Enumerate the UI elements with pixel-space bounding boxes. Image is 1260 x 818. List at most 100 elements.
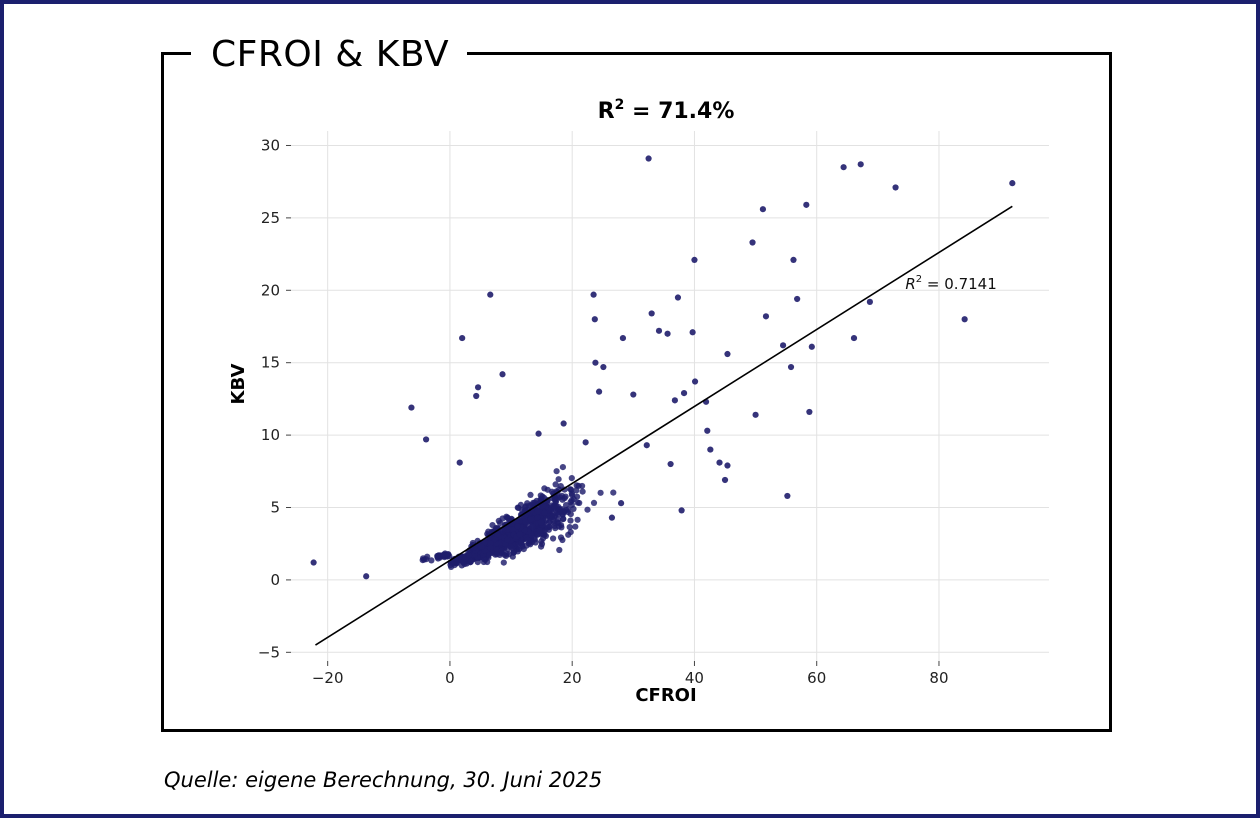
y-tick-label: 30	[261, 136, 280, 154]
data-point	[527, 516, 534, 523]
x-tick-label: 40	[685, 669, 704, 687]
data-point	[645, 155, 652, 162]
data-point	[538, 543, 545, 550]
data-point	[721, 476, 729, 484]
data-point	[485, 551, 492, 558]
data-point	[559, 496, 566, 503]
data-point	[691, 256, 698, 263]
data-point	[557, 534, 565, 541]
data-point	[493, 551, 500, 558]
data-point	[552, 481, 559, 488]
y-tick-label: 10	[261, 426, 280, 444]
data-point	[481, 556, 488, 563]
data-point	[489, 522, 496, 529]
data-point	[568, 475, 575, 482]
data-point	[803, 201, 810, 208]
data-point	[762, 313, 770, 320]
data-point	[481, 539, 488, 546]
data-point	[691, 378, 699, 385]
data-point	[573, 487, 580, 494]
data-point	[440, 551, 447, 558]
source-caption: Quelle: eigene Berechnung, 30. Juni 2025	[164, 768, 603, 792]
y-tick-label: 20	[261, 281, 280, 299]
data-point	[363, 573, 370, 580]
data-point	[806, 408, 813, 416]
data-point	[582, 439, 589, 446]
y-tick-label: 25	[261, 209, 280, 227]
data-point	[794, 295, 801, 303]
y-ticks: −5 0 5 10 15 20 25 30	[258, 136, 291, 661]
data-point	[592, 359, 599, 366]
data-point	[474, 559, 481, 566]
data-point	[456, 459, 463, 466]
data-point	[534, 514, 541, 521]
data-point	[540, 502, 547, 509]
data-point	[664, 330, 671, 337]
x-tick-label: 20	[563, 669, 582, 687]
r-squared-annotation: R2 = 0.7141	[905, 274, 996, 293]
data-point	[568, 501, 575, 508]
data-point	[485, 528, 492, 535]
data-point	[539, 493, 546, 500]
data-point	[535, 430, 542, 437]
data-point	[560, 515, 567, 522]
data-point	[526, 502, 533, 509]
data-point	[568, 486, 575, 493]
data-point	[574, 516, 581, 523]
data-point	[1009, 180, 1016, 187]
data-point	[465, 552, 473, 559]
data-point	[487, 544, 494, 552]
data-point	[704, 427, 711, 434]
x-tick-label: −20	[312, 669, 344, 687]
data-point	[573, 482, 580, 489]
x-ticks: −20 0 20 40 60 80	[312, 661, 949, 687]
y-tick-label: −5	[258, 643, 280, 661]
data-point	[518, 540, 525, 547]
data-point	[459, 334, 466, 342]
data-point	[724, 462, 731, 469]
data-point	[619, 334, 627, 342]
data-point	[568, 497, 575, 504]
data-point	[655, 327, 663, 334]
data-point	[600, 363, 607, 371]
data-point	[550, 535, 557, 542]
data-point	[559, 464, 567, 471]
data-point	[478, 543, 485, 550]
x-tick-label: 80	[929, 669, 948, 687]
data-point	[560, 420, 567, 427]
data-point	[524, 536, 531, 544]
data-point	[749, 239, 756, 246]
data-point	[584, 506, 591, 513]
plot-background	[211, 86, 1056, 718]
grid-lines	[291, 131, 1049, 661]
data-point	[541, 509, 548, 516]
data-point	[866, 298, 873, 305]
data-point	[590, 499, 598, 506]
data-point	[567, 517, 574, 524]
data-point	[779, 342, 787, 349]
x-tick-label: 0	[445, 669, 455, 687]
data-point	[572, 523, 579, 530]
data-point	[494, 531, 501, 538]
data-point	[808, 343, 815, 350]
y-tick-label: 15	[261, 354, 280, 372]
data-point	[630, 391, 637, 398]
data-point	[579, 488, 586, 495]
data-point	[509, 526, 517, 533]
data-point	[516, 545, 523, 553]
chart-title-base: R	[598, 99, 615, 124]
data-point	[579, 482, 586, 490]
data-point	[576, 499, 583, 507]
chart-title: R2 = 71.4%	[598, 97, 735, 124]
data-point	[503, 550, 510, 557]
y-axis-label: KBV	[228, 363, 249, 404]
data-point	[787, 363, 795, 371]
data-point	[617, 500, 625, 507]
r-squared-annotation-base: R	[905, 275, 915, 293]
data-point	[667, 460, 674, 468]
data-point	[468, 557, 475, 565]
data-point	[680, 390, 688, 397]
data-point	[689, 329, 696, 336]
data-point	[707, 446, 714, 453]
